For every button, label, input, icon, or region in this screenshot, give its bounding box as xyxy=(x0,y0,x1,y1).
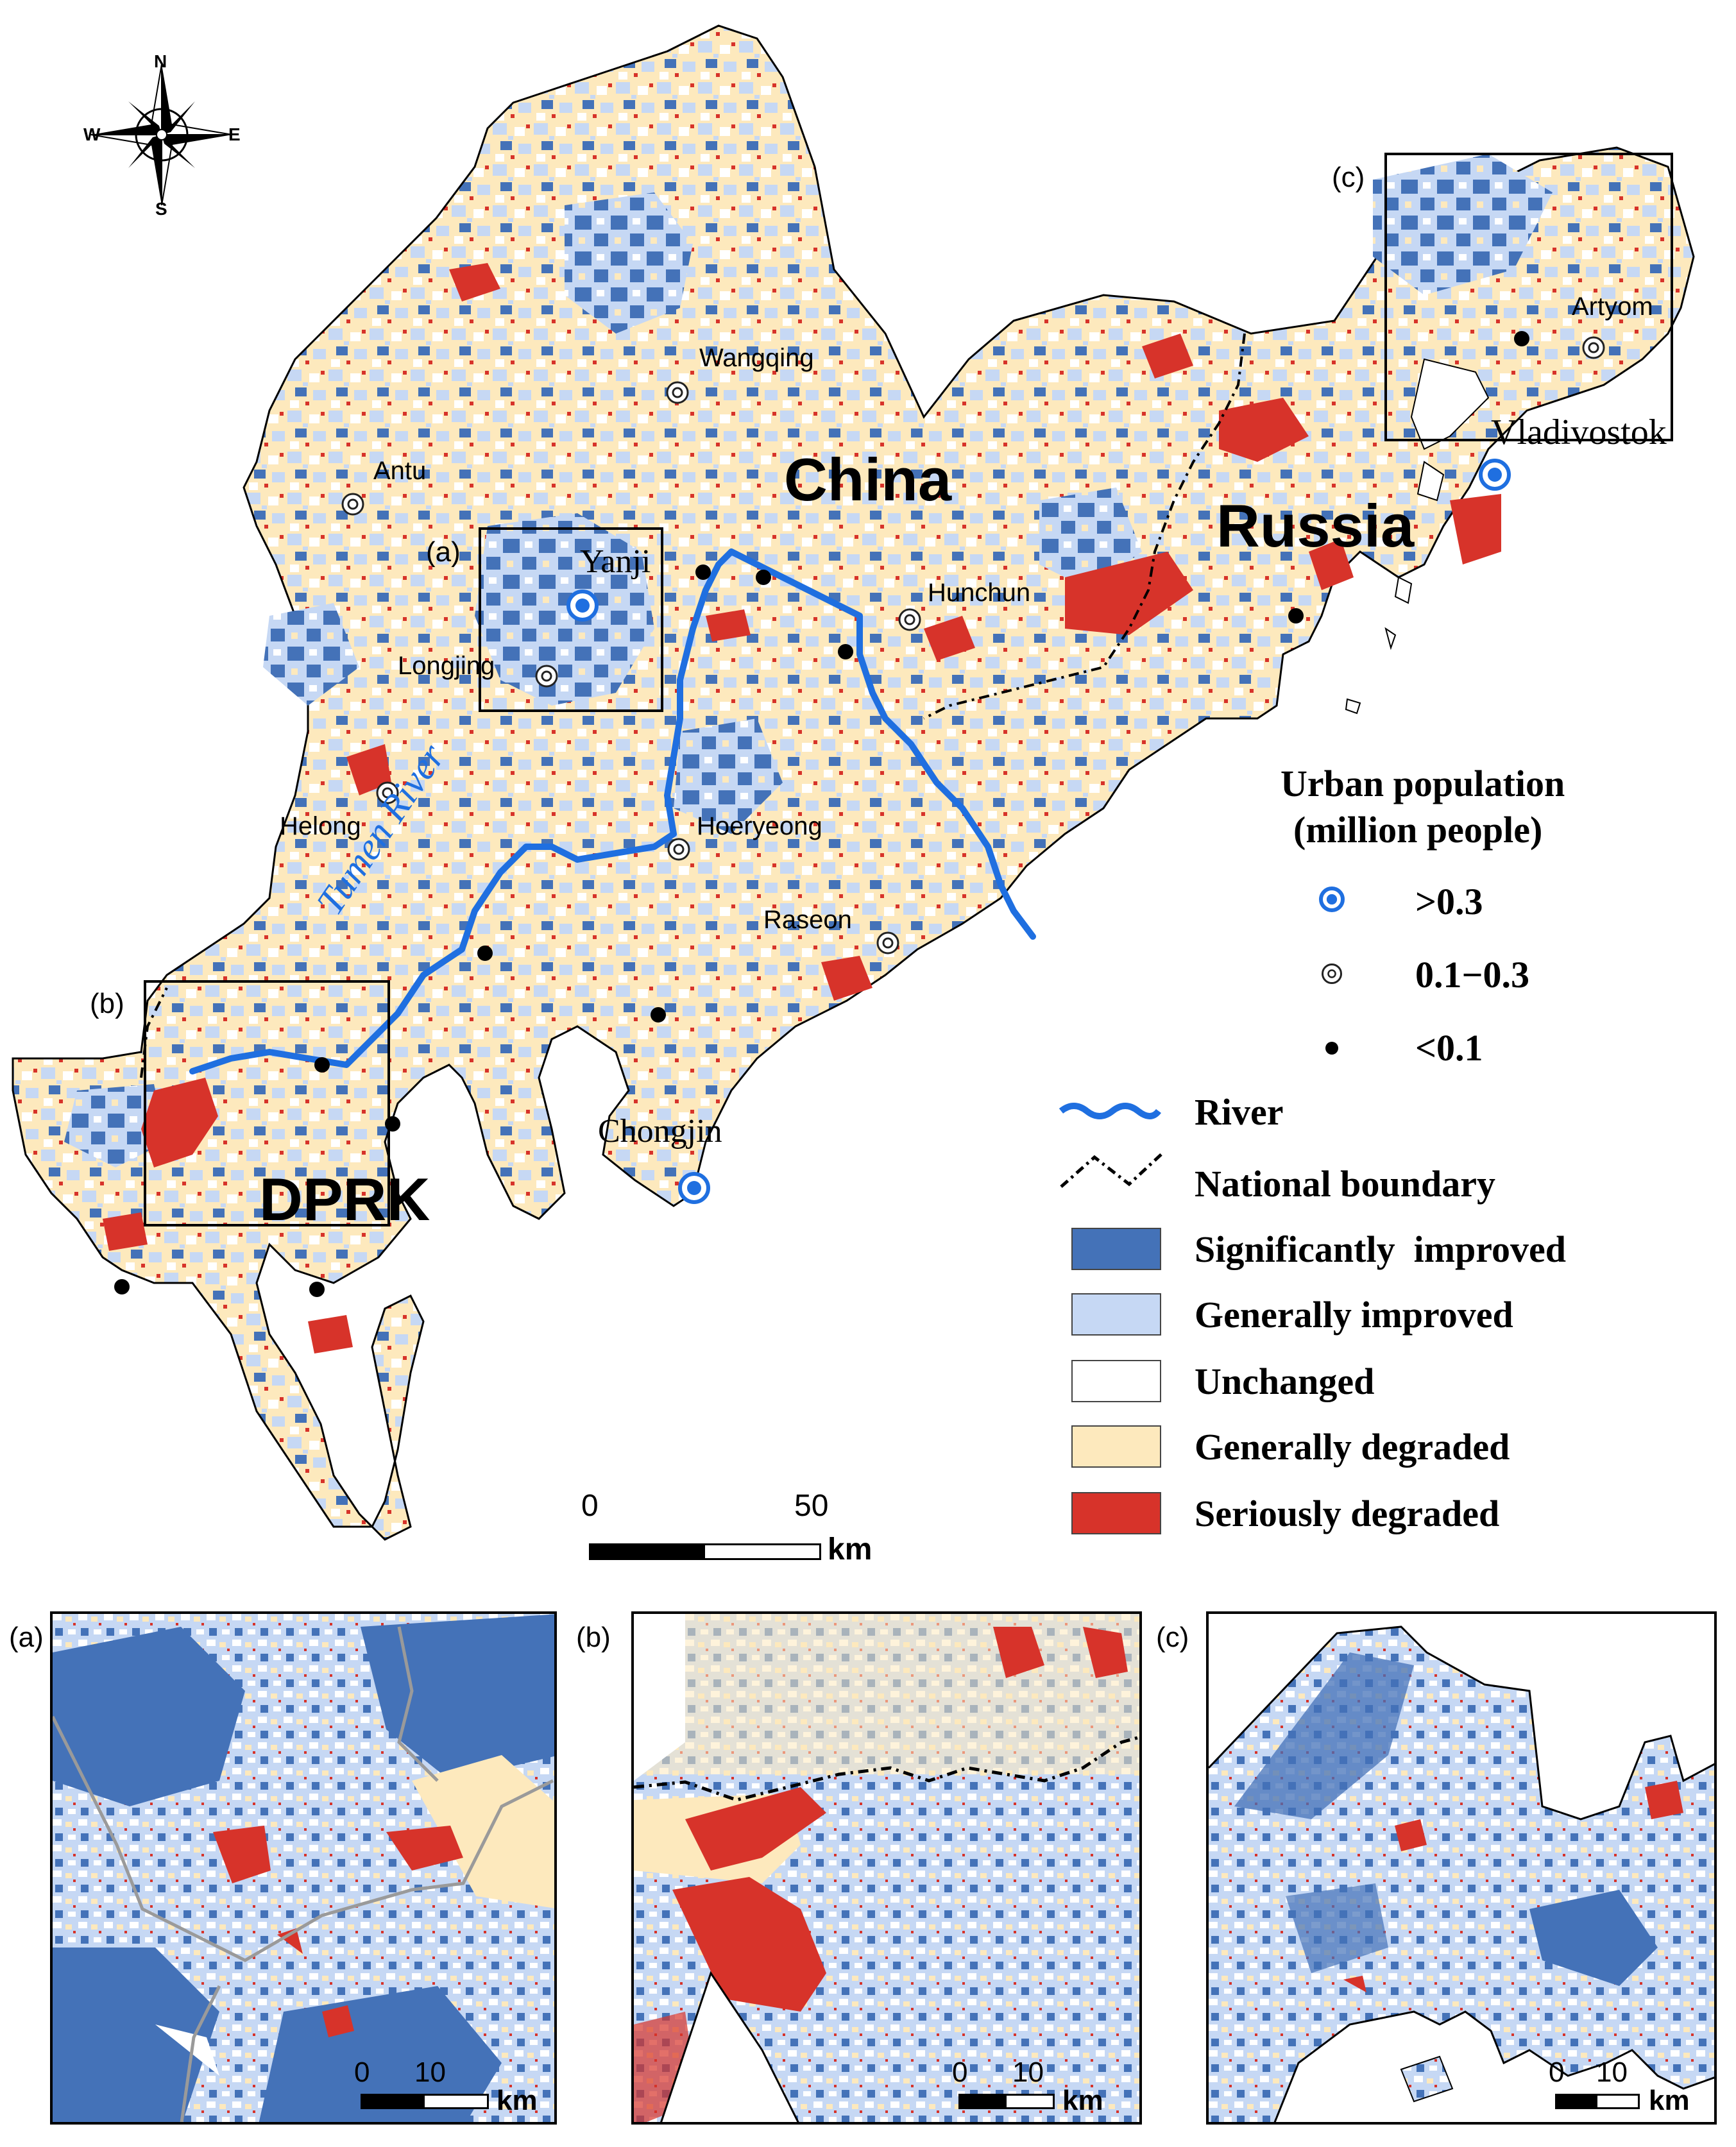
legend-pop-large-label: >0.3 xyxy=(1415,881,1483,922)
inset-b-scale-max: 10 xyxy=(1012,2057,1044,2088)
city-marker-large xyxy=(678,1172,710,1204)
inset-a-scale-bar xyxy=(361,2094,489,2109)
serious-degradation-zones xyxy=(103,263,1501,1354)
main-map xyxy=(12,24,1695,1541)
country-label-dprk: DPRK xyxy=(259,1166,430,1233)
city-label-wangqing: Wangqing xyxy=(699,344,814,372)
inset-b-scalebar: 0 10 km xyxy=(952,2057,1139,2121)
legend-pop-large-icon xyxy=(1319,887,1345,912)
inset-a-scale-unit: km xyxy=(497,2085,538,2116)
inset-c-map xyxy=(1209,1625,1714,2122)
city-label-vladivostok: Vladivostok xyxy=(1491,412,1667,452)
national-boundary-china-dprk-west xyxy=(140,987,168,1078)
inset-frame-a xyxy=(479,527,663,712)
city-label-yanji: Yanji xyxy=(580,543,651,580)
city-label-artyom: Artyom xyxy=(1572,293,1653,321)
city-label-helong: Helong xyxy=(280,812,361,840)
legend-label-seriously-degraded: Seriously degraded xyxy=(1195,1493,1500,1534)
inset-c-scalebar: 0 10 km xyxy=(1549,2057,1714,2121)
inset-a-scale-zero: 0 xyxy=(354,2057,370,2088)
compass-e-label: E xyxy=(228,124,241,144)
legend-swatch-unchanged xyxy=(1071,1360,1161,1402)
compass-w-label: W xyxy=(83,124,101,144)
legend-swatch-significantly-improved xyxy=(1071,1228,1161,1270)
city-label-hoeryeong: Hoeryeong xyxy=(697,812,822,840)
country-label-russia: Russia xyxy=(1216,492,1415,559)
panel-c-label: (c) xyxy=(1156,1622,1189,1653)
legend-label-generally-degraded: Generally degraded xyxy=(1195,1426,1510,1468)
inset-b-scale-unit: km xyxy=(1062,2085,1103,2116)
city-label-antu: Antu xyxy=(373,457,427,485)
city-symbols xyxy=(114,331,1605,1297)
inset-a-scalebar: 0 10 km xyxy=(354,2057,553,2121)
scalebar-bar xyxy=(589,1543,821,1560)
inset-c-scale-bar xyxy=(1555,2094,1640,2109)
inset-panel-b: 0 10 km xyxy=(631,1611,1142,2125)
inset-frame-c xyxy=(1384,153,1673,441)
inset-c-label: (c) xyxy=(1332,162,1365,193)
city-label-raseon: Raseon xyxy=(763,906,852,934)
compass-n-label: N xyxy=(154,51,167,71)
legend-pop-small-label: <0.1 xyxy=(1415,1027,1483,1069)
panel-a-label: (a) xyxy=(9,1622,44,1653)
legend-swatch-generally-improved xyxy=(1071,1293,1161,1336)
city-label-longjing: Longjing xyxy=(398,652,495,680)
legend-pop-medium-label: 0.1−0.3 xyxy=(1415,954,1530,996)
inset-a-label: (a) xyxy=(426,536,461,568)
inset-a-scale-max: 10 xyxy=(414,2057,446,2088)
scalebar-max: 50 xyxy=(794,1489,829,1523)
legend-label-generally-improved: Generally improved xyxy=(1195,1294,1513,1336)
legend-title-line1: Urban population xyxy=(1281,763,1565,804)
city-marker-large xyxy=(566,590,599,622)
inset-b-scale-zero: 0 xyxy=(952,2057,968,2088)
panel-b-label: (b) xyxy=(576,1622,611,1653)
legend-river-label: River xyxy=(1195,1091,1284,1133)
city-label-hunchun: Hunchun xyxy=(928,579,1031,607)
inset-b-map xyxy=(634,1614,1139,2122)
inset-b-scale-bar xyxy=(958,2094,1055,2109)
peter-the-great-gulf xyxy=(1410,358,1490,450)
country-label-china: China xyxy=(784,446,952,513)
legend-swatch-seriously-degraded xyxy=(1071,1492,1161,1534)
tumen-river xyxy=(189,548,1036,1074)
inset-c-scale-zero: 0 xyxy=(1549,2057,1565,2088)
legend-pop-medium-icon xyxy=(1322,963,1342,984)
legend-boundary-label: National boundary xyxy=(1195,1163,1495,1205)
city-marker-small xyxy=(114,331,1529,1297)
city-label-chongjin: Chongjin xyxy=(598,1113,722,1150)
scalebar-zero: 0 xyxy=(581,1489,599,1523)
legend: Urban population (million people) >0.3 0… xyxy=(1059,754,1700,1575)
inset-c-scale-max: 10 xyxy=(1596,2057,1628,2088)
compass-rose-icon xyxy=(90,64,233,206)
legend-title-line2: (million people) xyxy=(1293,809,1543,851)
national-boundary-china-russia xyxy=(923,333,1246,720)
city-marker-medium xyxy=(341,336,1605,955)
scalebar-unit: km xyxy=(828,1532,872,1566)
legend-label-unchanged: Unchanged xyxy=(1195,1361,1375,1402)
city-marker-large xyxy=(1479,459,1511,491)
main-scalebar: 0 50 km xyxy=(581,1488,872,1566)
legend-river-icon xyxy=(1059,1103,1161,1119)
legend-boundary-icon xyxy=(1060,1151,1165,1188)
inset-a-map xyxy=(53,1614,554,2122)
inset-c-scale-unit: km xyxy=(1649,2085,1690,2116)
legend-swatch-generally-degraded xyxy=(1071,1425,1161,1468)
legend-pop-small-icon xyxy=(1325,1042,1338,1055)
islands xyxy=(1345,461,1445,715)
inset-frame-b xyxy=(144,980,390,1226)
inset-panel-c: 0 10 km xyxy=(1206,1611,1717,2125)
compass-s-label: S xyxy=(155,199,167,219)
legend-label-significantly-improved: Significantly improved xyxy=(1195,1228,1566,1270)
inset-b-label: (b) xyxy=(90,988,124,1019)
inset-panel-a: 0 10 km xyxy=(50,1611,557,2125)
